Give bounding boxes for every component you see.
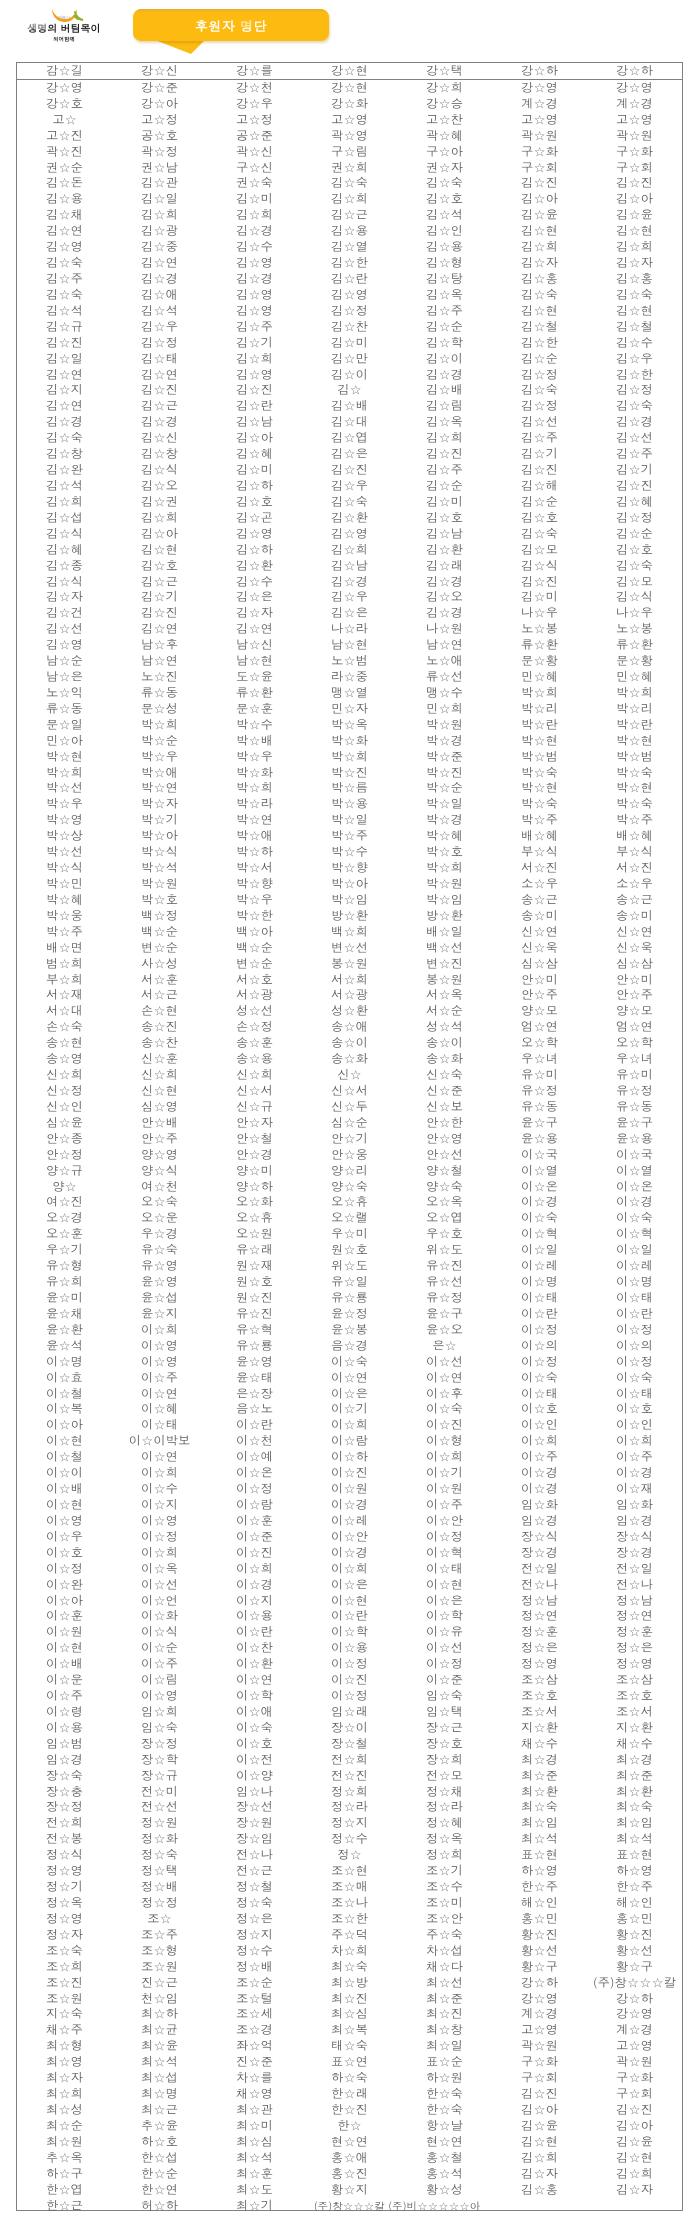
svg-text:생명의 버팀목이: 생명의 버팀목이 bbox=[27, 21, 100, 35]
svg-text:되어함께: 되어함께 bbox=[53, 35, 75, 43]
